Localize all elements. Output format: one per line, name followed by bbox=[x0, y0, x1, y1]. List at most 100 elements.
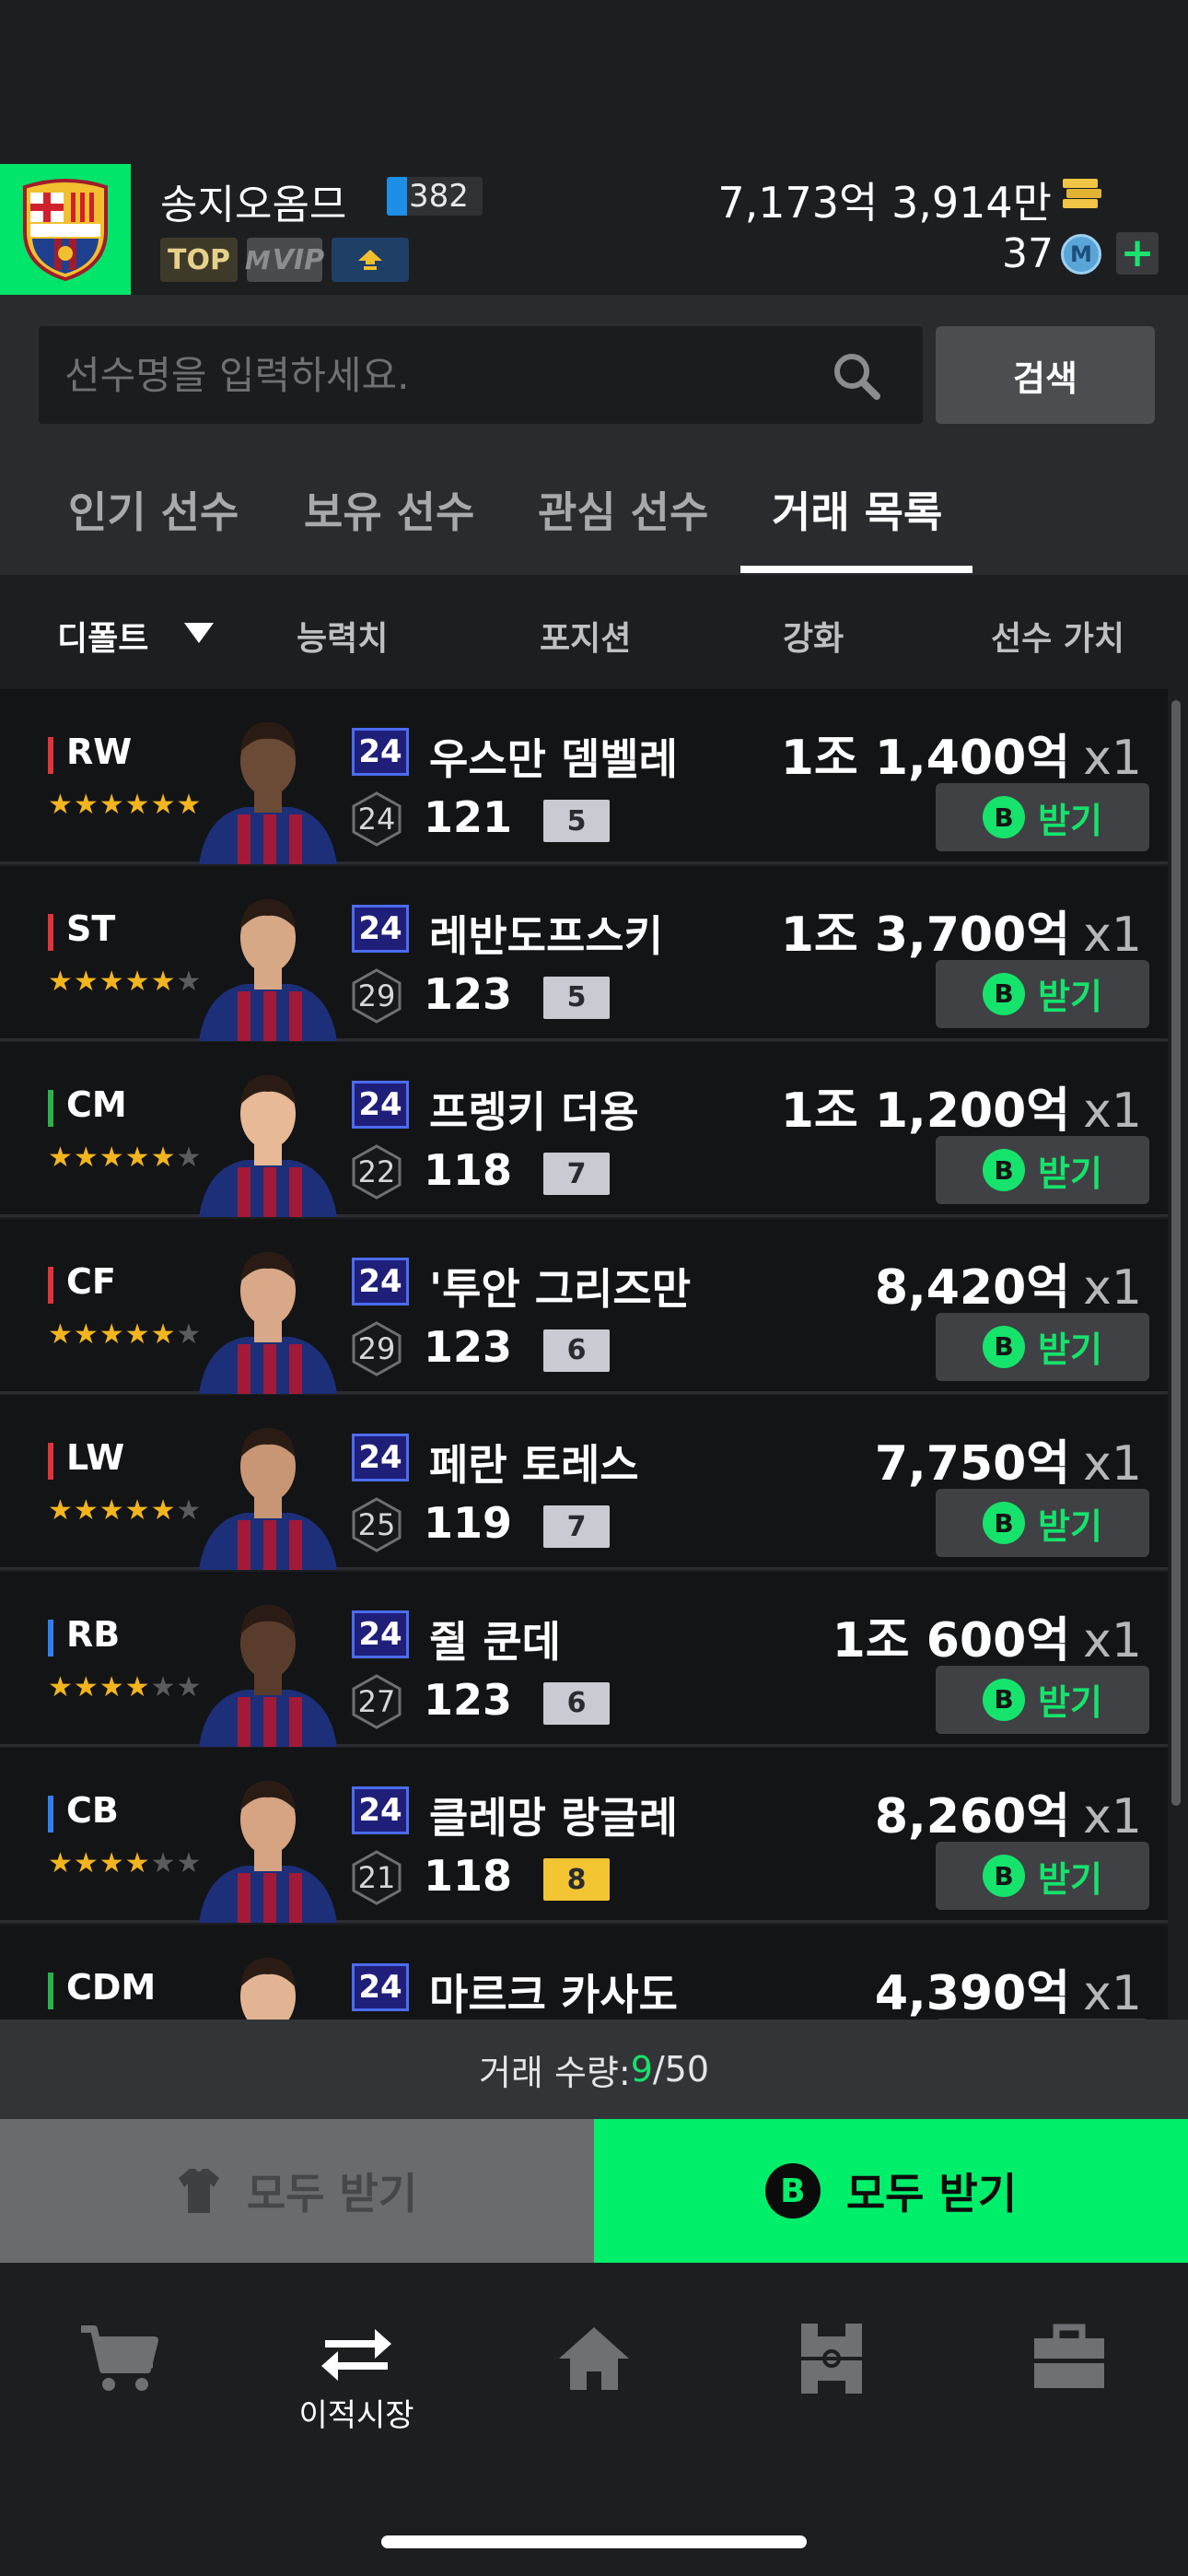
home-indicator[interactable] bbox=[381, 2535, 807, 2548]
receive-label: 받기 bbox=[1038, 792, 1102, 843]
quantity: x1 bbox=[1083, 1966, 1142, 2020]
b-coin-icon: B bbox=[983, 1149, 1025, 1191]
tab-owned-players[interactable]: 보유 선수 bbox=[304, 479, 474, 540]
nav-transfer-label: 이적시장 bbox=[298, 2390, 413, 2435]
season-badge: 24 bbox=[352, 1081, 409, 1129]
home-icon bbox=[557, 2322, 631, 2395]
player-portrait[interactable] bbox=[190, 1417, 346, 1570]
player-price: 1조 3,700억 x1 bbox=[781, 896, 1142, 965]
receive-all-players-button[interactable]: 모두 받기 bbox=[0, 2119, 594, 2263]
quantity: x1 bbox=[1083, 1789, 1142, 1844]
search-input[interactable] bbox=[39, 326, 923, 424]
club-crest-box[interactable] bbox=[0, 164, 131, 295]
nav-locker[interactable] bbox=[950, 2322, 1188, 2460]
b-coin-icon: B bbox=[983, 1326, 1025, 1368]
tab-popular-players[interactable]: 인기 선수 bbox=[68, 479, 239, 540]
up-arrow-icon bbox=[356, 248, 384, 272]
season-badge: 24 bbox=[352, 1258, 409, 1306]
level-number: 382 bbox=[409, 178, 469, 215]
player-row[interactable]: RW ★★★★★★ 24 우스만 뎀벨레 24 121 5 1조 1,400억 x1 B 받기 bbox=[0, 689, 1168, 864]
enhance-grade: 5 bbox=[543, 977, 610, 1019]
nav-home[interactable] bbox=[475, 2322, 713, 2460]
nav-transfer-market[interactable]: 이적시장 bbox=[238, 2322, 475, 2460]
player-portrait[interactable] bbox=[190, 888, 346, 1041]
player-name[interactable]: 쥘 쿤데 bbox=[429, 1609, 561, 1669]
enhance-grade: 6 bbox=[543, 1682, 610, 1725]
player-age: 25 bbox=[350, 1507, 403, 1542]
player-name[interactable]: 클레망 랑글레 bbox=[429, 1785, 678, 1845]
player-row[interactable]: CB ★★★★★★ 24 클레망 랑글레 21 118 8 8,260억 x1 B 받기 bbox=[0, 1748, 1168, 1923]
player-name[interactable]: '투안 그리즈만 bbox=[429, 1256, 691, 1317]
list-scrollbar[interactable] bbox=[1171, 700, 1181, 1806]
position-color-bar bbox=[48, 1620, 53, 1657]
player-portrait[interactable] bbox=[190, 711, 346, 864]
season-badge: 24 bbox=[352, 1786, 409, 1834]
receive-label: 받기 bbox=[1038, 1321, 1102, 1372]
price-value: 1조 1,200억 bbox=[781, 1083, 1070, 1139]
player-overall: 123 bbox=[424, 1675, 512, 1725]
nav-shop[interactable] bbox=[0, 2322, 238, 2460]
club-crest-icon bbox=[17, 178, 113, 281]
player-position: ST bbox=[66, 908, 115, 949]
player-age: 29 bbox=[350, 978, 403, 1013]
nav-squad[interactable] bbox=[713, 2322, 950, 2460]
sort-enhance[interactable]: 강화 bbox=[783, 612, 844, 660]
search-icon[interactable] bbox=[829, 348, 884, 404]
sort-position[interactable]: 포지션 bbox=[540, 612, 631, 660]
player-overall: 123 bbox=[424, 1322, 512, 1372]
receive-button[interactable]: B 받기 bbox=[936, 1313, 1149, 1381]
position-color-bar bbox=[48, 914, 53, 951]
trade-count-value: 9 bbox=[631, 2049, 653, 2090]
player-portrait[interactable] bbox=[190, 1594, 346, 1747]
quantity: x1 bbox=[1083, 1083, 1142, 1139]
receive-all-coins-button[interactable]: B 모두 받기 bbox=[594, 2119, 1188, 2263]
top-badge[interactable]: TOP bbox=[160, 238, 238, 282]
skill-stars: ★★★★★★ bbox=[48, 1142, 202, 1174]
player-portrait[interactable] bbox=[190, 1241, 346, 1394]
player-name[interactable]: 마르크 카사도 bbox=[429, 1961, 678, 2020]
sort-player-value[interactable]: 선수 가치 bbox=[991, 612, 1124, 660]
manager-name: 송지오옴므 bbox=[160, 171, 346, 230]
player-age: 29 bbox=[350, 1331, 403, 1366]
sort-ability[interactable]: 능력치 bbox=[297, 612, 388, 660]
add-currency-button[interactable]: + bbox=[1116, 232, 1159, 275]
sort-default[interactable]: 디폴트 bbox=[57, 612, 148, 660]
tab-trade-list[interactable]: 거래 목록 bbox=[772, 479, 942, 540]
player-row[interactable]: LW ★★★★★★ 24 페란 토레스 25 119 7 7,750억 x1 B 받기 bbox=[0, 1395, 1168, 1570]
player-row[interactable]: CM ★★★★★★ 24 프렝키 더용 22 118 7 1조 1,200억 x1 B 받기 bbox=[0, 1042, 1168, 1217]
player-price: 8,260억 x1 bbox=[875, 1777, 1142, 1846]
player-price: 8,420억 x1 bbox=[875, 1248, 1142, 1317]
skill-stars: ★★★★★★ bbox=[48, 1671, 202, 1704]
player-portrait[interactable] bbox=[190, 1064, 346, 1217]
jersey-icon bbox=[177, 2167, 221, 2215]
sort-dropdown-arrow-icon[interactable] bbox=[184, 623, 214, 643]
vip-badge[interactable]: M VIP bbox=[247, 238, 322, 282]
player-row[interactable]: ST ★★★★★★ 24 레반도프스키 29 123 5 1조 3,700억 x1 B 받기 bbox=[0, 866, 1168, 1041]
skill-stars: ★★★★★★ bbox=[48, 1318, 202, 1351]
player-row[interactable]: RB ★★★★★★ 24 쥘 쿤데 27 123 6 1조 600억 x1 B 받기 bbox=[0, 1572, 1168, 1747]
upgrade-badge[interactable] bbox=[332, 238, 409, 282]
player-portrait[interactable] bbox=[190, 1947, 346, 2020]
position-color-bar bbox=[48, 1090, 53, 1127]
trade-count: 거래 수량: 9/50 bbox=[0, 2020, 1188, 2119]
search-button[interactable]: 검색 bbox=[936, 326, 1155, 424]
player-row[interactable]: CF ★★★★★★ 24 '투안 그리즈만 29 123 6 8,420억 x1 B 받기 bbox=[0, 1219, 1168, 1394]
player-portrait[interactable] bbox=[190, 1770, 346, 1923]
player-overall: 118 bbox=[424, 1851, 512, 1901]
tab-watched-players[interactable]: 관심 선수 bbox=[538, 479, 708, 540]
player-name[interactable]: 우스만 뎀벨레 bbox=[429, 726, 678, 787]
player-name[interactable]: 레반도프스키 bbox=[429, 903, 663, 964]
player-position: CM bbox=[66, 1084, 127, 1125]
player-name[interactable]: 프렝키 더용 bbox=[429, 1079, 639, 1140]
player-name[interactable]: 페란 토레스 bbox=[429, 1432, 639, 1493]
position-color-bar bbox=[48, 1443, 53, 1480]
trade-list[interactable]: RW ★★★★★★ 24 우스만 뎀벨레 24 121 5 1조 1,400억 x1 B 받기 ST ★… bbox=[0, 689, 1188, 2020]
player-overall: 119 bbox=[424, 1498, 512, 1548]
